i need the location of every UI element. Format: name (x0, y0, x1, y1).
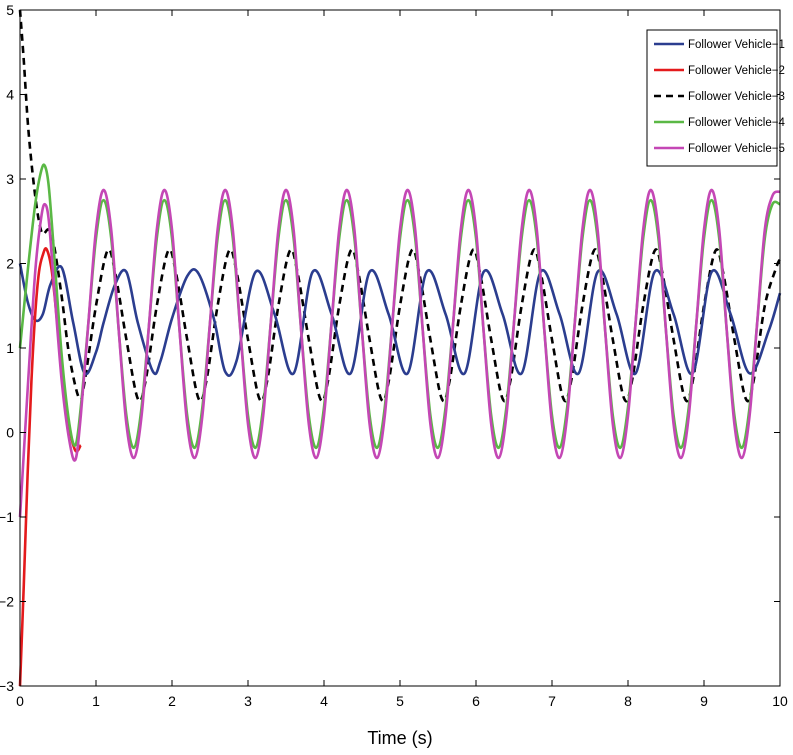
legend: Follower Vehicle−1 Follower Vehicle−2 Foll… (646, 29, 785, 167)
x-tick-label: 10 (772, 693, 788, 709)
series-line-5 (18, 188, 781, 518)
x-tick-label: 8 (624, 693, 632, 709)
x-tick-label: 0 (16, 693, 24, 709)
series-layer (18, 9, 782, 687)
x-tick-label: 3 (244, 693, 252, 709)
legend-label-1: Follower Vehicle−1 (688, 39, 785, 51)
x-tick-label: 9 (700, 693, 708, 709)
x-tick-label: 7 (548, 693, 556, 709)
y-tick-label: −1 (0, 509, 14, 525)
y-tick-label: 2 (6, 256, 14, 272)
legend-label-4: Follower Vehicle−4 (688, 117, 785, 129)
y-tick-label: 0 (6, 425, 14, 441)
x-tick-label: 1 (92, 693, 100, 709)
x-tick-label: 4 (320, 693, 328, 709)
legend-box (646, 29, 778, 167)
y-tick-label: 5 (6, 2, 14, 18)
x-tick-label: 6 (472, 693, 480, 709)
series-line-3 (18, 9, 782, 403)
y-tick-label: 3 (6, 171, 14, 187)
y-tick-label: 4 (6, 87, 14, 103)
x-tick-label: 2 (168, 693, 176, 709)
y-tick-label: −2 (0, 594, 14, 610)
y-tick-label: −3 (0, 678, 14, 694)
legend-label-2: Follower Vehicle−2 (688, 65, 785, 77)
legend-label-3: Follower Vehicle−3 (688, 91, 785, 103)
y-tick-label: 1 (6, 340, 14, 356)
x-axis-label: Time (s) (367, 728, 432, 748)
legend-label-5: Follower Vehicle−5 (688, 143, 785, 155)
x-tick-label: 5 (396, 693, 404, 709)
ticks-layer: 0 1 2 3 4 5 6 7 8 9 10 −3 −2 −1 0 1 2 3 4 5 (0, 2, 788, 709)
series-line-1 (18, 263, 782, 377)
